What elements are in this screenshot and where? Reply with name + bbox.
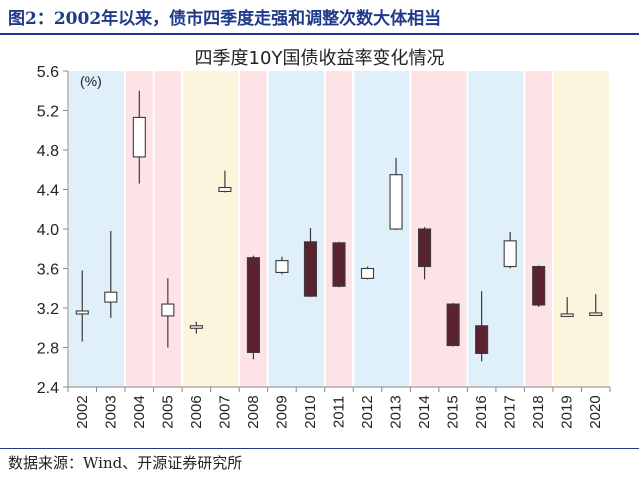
- candle-2008: [246, 255, 260, 360]
- unit-label: (%): [80, 73, 102, 89]
- y-tick-label: 2.4: [37, 380, 59, 397]
- candle-body: [503, 240, 517, 268]
- background-band-2006-2007: [183, 71, 239, 387]
- candle-body: [132, 116, 146, 158]
- candle-2015: [446, 303, 460, 347]
- x-tick-label: 2009: [273, 395, 290, 428]
- candles: [75, 90, 603, 362]
- candle-2018: [532, 265, 546, 308]
- x-tick-label: 2012: [359, 395, 376, 428]
- y-tick-label: 3.2: [37, 301, 59, 318]
- x-tick-label: 2010: [302, 395, 319, 428]
- candle-body: [161, 303, 175, 317]
- y-tick-label: 2.8: [37, 341, 59, 358]
- candle-body: [446, 303, 460, 347]
- title-divider: [0, 33, 639, 35]
- background-band-2019-2020: [553, 71, 609, 387]
- candle-2016: [475, 291, 489, 362]
- candle-2006: [189, 321, 203, 334]
- y-tick-label: 4.4: [37, 183, 59, 200]
- candle-2004: [132, 90, 146, 184]
- x-tick-label: 2017: [502, 395, 519, 428]
- candle-2005: [161, 278, 175, 348]
- x-tick-label: 2006: [188, 395, 205, 428]
- candle-2019: [560, 297, 574, 317]
- y-tick-label: 4.8: [37, 143, 59, 160]
- x-tick-label: 2011: [331, 396, 348, 428]
- x-tick-label: 2020: [587, 395, 604, 428]
- x-tick-label: 2007: [216, 395, 233, 428]
- candle-body: [246, 257, 260, 353]
- candle-2007: [218, 170, 232, 193]
- x-tick-label: 2003: [102, 395, 119, 428]
- candle-2017: [503, 231, 517, 269]
- candle-2014: [418, 227, 432, 280]
- axes: 2.4 2.8 3.2 3.6 4.0 4.4 4.8 5.2 5.6 2002 2003 2004 2…: [37, 64, 611, 429]
- x-tick-label: 2014: [416, 395, 433, 428]
- x-tick-label: 2002: [74, 395, 91, 428]
- y-tick-label: 3.6: [37, 262, 59, 279]
- x-tick-label: 2005: [159, 395, 176, 428]
- source-divider: [0, 448, 639, 449]
- figure-title: 图2：2002年以来，债市四季度走强和调整次数大体相当: [8, 9, 442, 29]
- y-tick-label: 4.0: [37, 222, 59, 239]
- candle-body: [418, 228, 432, 268]
- source-note: 数据来源：Wind、开源证券研究所: [8, 454, 243, 472]
- x-tick-label: 2019: [559, 395, 576, 428]
- candle-body: [589, 312, 603, 316]
- candle-2011: [332, 241, 346, 288]
- candle-2009: [275, 256, 289, 275]
- candle-body: [75, 310, 89, 315]
- background-band-2011-2011: [325, 71, 353, 387]
- candle-body: [532, 265, 546, 306]
- x-tick-label: 2016: [473, 395, 490, 428]
- y-tick-label: 5.2: [37, 104, 59, 121]
- background-band-2018-2018: [525, 71, 552, 387]
- candle-2020: [589, 294, 603, 316]
- candle-body: [360, 267, 375, 279]
- background-band-2002-2003: [69, 71, 125, 387]
- background-bands: [69, 71, 609, 387]
- y-tick-label: 5.6: [37, 64, 59, 81]
- x-tick-label: 2004: [131, 395, 148, 428]
- candle-2012: [360, 266, 375, 280]
- candle-2010: [303, 228, 318, 298]
- x-tick-label: 2013: [388, 395, 405, 428]
- candle-body: [104, 291, 118, 303]
- background-band-2009-2010: [268, 71, 324, 387]
- chart-title: 四季度10Y国债收益率变化情况: [194, 48, 445, 69]
- candle-2003: [104, 230, 118, 318]
- candle-body: [303, 241, 318, 297]
- candle-2013: [389, 157, 403, 230]
- candle-body: [275, 260, 289, 274]
- candle-body: [475, 325, 489, 354]
- candle-body: [189, 325, 203, 329]
- candle-body: [218, 186, 232, 193]
- candle-body: [560, 313, 574, 317]
- candle-body: [389, 174, 403, 230]
- x-tick-label: 2015: [445, 395, 462, 428]
- candle-2002: [75, 270, 89, 342]
- candle-body: [332, 242, 346, 287]
- x-tick-label: 2018: [530, 395, 547, 428]
- x-tick-label: 2008: [245, 395, 262, 428]
